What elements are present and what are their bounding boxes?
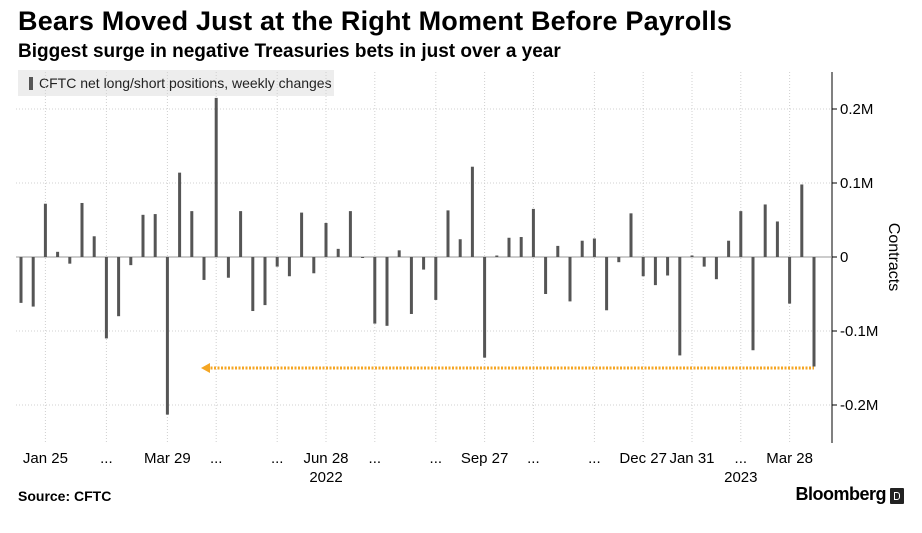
bar [519, 237, 523, 257]
bar [483, 257, 487, 358]
y-tick-label: 0.2M [840, 101, 873, 118]
bar [165, 257, 169, 415]
x-year-label: 2023 [724, 469, 757, 486]
bar [531, 208, 535, 257]
bar [690, 255, 694, 257]
bar [775, 221, 779, 257]
bar [507, 237, 511, 257]
x-tick-label: ... [369, 450, 382, 467]
bar [629, 213, 633, 257]
bar [251, 257, 255, 312]
x-tick-label: ... [735, 450, 748, 467]
bar [361, 257, 365, 258]
bar [336, 248, 340, 257]
x-tick-label: ... [527, 450, 540, 467]
bar [348, 211, 352, 257]
x-tick-label: Dec 27 [619, 450, 667, 467]
bar [397, 250, 401, 257]
bar [239, 211, 243, 257]
y-tick-label: -0.2M [840, 397, 878, 414]
bar [568, 257, 572, 302]
bar [446, 210, 450, 257]
bar [275, 257, 279, 267]
x-tick-label: Jun 28 [303, 450, 348, 467]
bar [178, 172, 182, 257]
legend-swatch [29, 76, 33, 90]
bar [226, 257, 230, 278]
bar [190, 211, 194, 257]
bar [653, 257, 657, 286]
y-tick-label: 0 [840, 249, 848, 266]
bar [641, 257, 645, 277]
bar [324, 222, 328, 257]
x-year-label: 2022 [309, 469, 342, 486]
bar [812, 257, 816, 367]
bar [714, 257, 718, 280]
bar [117, 257, 121, 317]
bar [678, 257, 682, 356]
bar [763, 204, 767, 257]
bar [727, 240, 731, 257]
bar [373, 257, 377, 324]
x-tick-label: Mar 28 [766, 450, 813, 467]
bar [214, 97, 218, 258]
bar [434, 257, 438, 300]
x-tick-label: ... [430, 450, 443, 467]
bar [104, 257, 108, 339]
bar [263, 257, 267, 306]
x-tick-label: Mar 29 [144, 450, 191, 467]
y-axis-label: Contracts [885, 223, 902, 291]
bar [556, 245, 560, 257]
bar [68, 257, 72, 264]
bar [617, 257, 621, 263]
x-tick-label: Jan 25 [23, 450, 68, 467]
legend: CFTC net long/short positions, weekly ch… [18, 70, 334, 96]
x-tick-label: Jan 31 [669, 450, 714, 467]
bar [56, 251, 60, 257]
bar [31, 257, 35, 307]
x-tick-label: ... [271, 450, 284, 467]
bloomberg-b-icon [890, 488, 904, 504]
bar [605, 257, 609, 311]
bar [43, 203, 47, 257]
y-tick-label: 0.1M [840, 175, 873, 192]
bar [287, 257, 291, 277]
bar [202, 257, 206, 280]
chart-subtitle: Biggest surge in negative Treasuries bet… [18, 41, 561, 62]
bar [739, 211, 743, 257]
bar [141, 214, 145, 257]
bar [312, 257, 316, 274]
bar [409, 257, 413, 314]
bar [580, 240, 584, 257]
bloomberg-logo: Bloomberg [795, 484, 886, 504]
bar [592, 238, 596, 257]
source-note: Source: CFTC [18, 488, 112, 504]
bar [751, 257, 755, 351]
x-tick-label: ... [210, 450, 223, 467]
x-tick-label: Sep 27 [461, 450, 509, 467]
bar [458, 239, 462, 257]
bar [385, 257, 389, 326]
bar [544, 257, 548, 294]
annotation-arrowhead-icon [201, 363, 210, 373]
bar [92, 236, 96, 257]
x-tick-label: ... [588, 450, 601, 467]
bar [788, 257, 792, 304]
bar [666, 257, 670, 276]
bar [495, 255, 499, 257]
bar [702, 257, 706, 267]
bar [129, 257, 133, 266]
bar [300, 212, 304, 257]
x-tick-label: ... [100, 450, 113, 467]
legend-label: CFTC net long/short positions, weekly ch… [39, 75, 332, 91]
bar [470, 166, 474, 257]
bar [80, 202, 84, 257]
y-tick-label: -0.1M [840, 323, 878, 340]
bar [19, 257, 23, 303]
bar [800, 184, 804, 257]
bar [153, 214, 157, 257]
chart-title: Bears Moved Just at the Right Moment Bef… [18, 6, 733, 36]
bar [422, 257, 426, 270]
